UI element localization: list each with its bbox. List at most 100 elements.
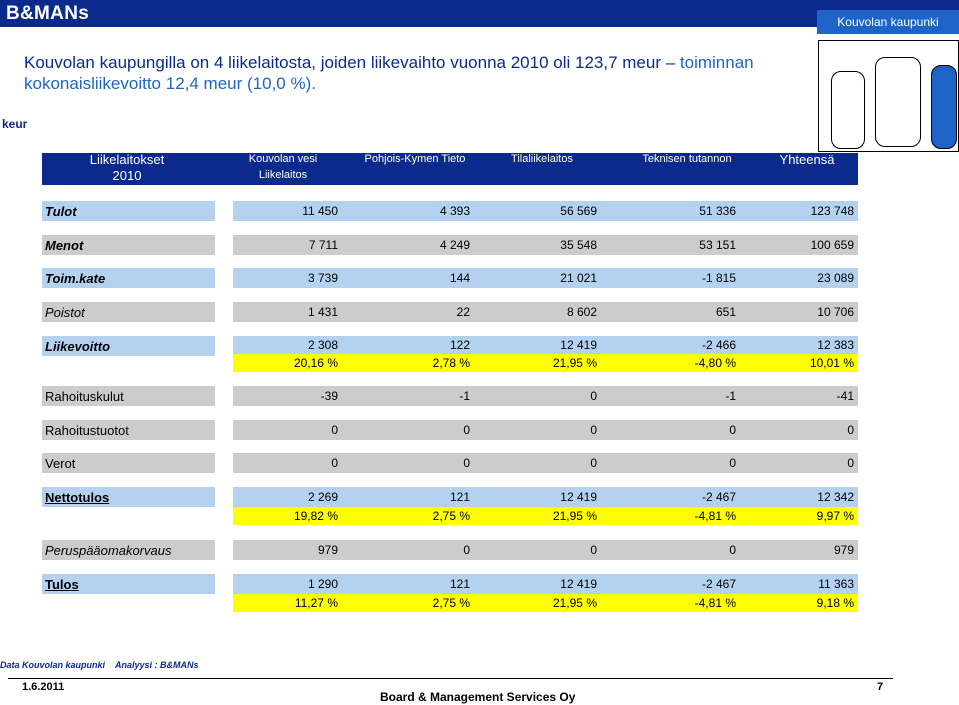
table-cell: 3 739 — [307, 271, 338, 285]
table-cell: 121 — [449, 577, 470, 591]
table-cell: 12 419 — [560, 490, 597, 504]
row-label: Verot — [45, 456, 76, 471]
header-label-title: Liikelaitokset — [89, 152, 165, 167]
row-label: Toim.kate — [45, 271, 106, 286]
header-col-1-sub: Liikelaitos — [258, 169, 308, 181]
table-cell: -41 — [836, 389, 854, 403]
footer-source: Data Kouvolan kaupunki Analyysi : B&MANs — [0, 660, 199, 670]
table-cell: 0 — [590, 389, 597, 403]
percent-cell: -4,80 % — [694, 356, 736, 370]
percent-cell: 2,75 % — [432, 596, 470, 610]
footer-divider — [8, 678, 893, 679]
table-cell: 0 — [847, 423, 854, 437]
table-cell: 7 711 — [308, 238, 338, 252]
table-cell: 51 336 — [699, 204, 736, 218]
table-cell: 0 — [729, 543, 736, 557]
headline-part2: toiminnan kokonaisliikevoitto 12,4 meur … — [24, 53, 754, 93]
footer-analysis: Analyysi : B&MANs — [115, 660, 199, 670]
table-cell: 1 431 — [307, 305, 338, 319]
percent-cell: 9,18 % — [816, 596, 854, 610]
city-badge: Kouvolan kaupunki — [817, 10, 959, 34]
logo-pill-left — [831, 71, 865, 149]
table-cell: 12 419 — [560, 338, 597, 352]
percent-cell: 20,16 % — [293, 356, 338, 370]
table-cell: 11 450 — [302, 204, 338, 218]
page-number: 7 — [877, 681, 884, 693]
header-col-1: Kouvolan vesi — [248, 153, 318, 165]
table-cell: 979 — [317, 543, 338, 557]
row-label: Poistot — [45, 305, 85, 320]
brand-logo-text: B&MANs — [6, 3, 90, 24]
headline-part1: Kouvolan kaupungilla on 4 liikelaitosta,… — [24, 53, 680, 72]
table-cell: -1 815 — [701, 271, 736, 285]
table-cell: 56 569 — [560, 204, 597, 218]
percent-cell: 21,95 % — [552, 596, 597, 610]
percent-cell: 21,95 % — [552, 509, 597, 523]
table-cell: -2 467 — [701, 490, 736, 504]
row-label: Peruspääomakorvaus — [45, 543, 172, 558]
unit-label: keur — [2, 117, 28, 131]
table-cell: 123 748 — [810, 204, 854, 218]
percent-cell: -4,81 % — [694, 596, 736, 610]
table-cell: 10 706 — [817, 305, 854, 319]
percent-cell: 2,75 % — [432, 509, 470, 523]
percent-cell: 2,78 % — [432, 356, 470, 370]
table-cell: 144 — [449, 271, 470, 285]
table-cell: 2 269 — [307, 490, 338, 504]
header-col-2: Pohjois-Kymen Tieto — [364, 153, 466, 165]
table-cell: 0 — [463, 456, 470, 470]
table-cell: 0 — [729, 423, 736, 437]
footer-company: Board & Management Services Oy — [380, 690, 576, 704]
percent-cell: 19,82 % — [293, 509, 338, 523]
table-cell: 0 — [590, 423, 597, 437]
table-cell: 35 548 — [560, 238, 597, 252]
table-cell: 0 — [463, 543, 470, 557]
row-label: Rahoituskulut — [45, 389, 124, 404]
header-label-year: 2010 — [112, 168, 142, 183]
row-label: Rahoitustuotot — [45, 423, 129, 438]
table-cell: 4 249 — [439, 238, 470, 252]
table-cell: -1 — [459, 389, 470, 403]
table-cell: 4 393 — [439, 204, 470, 218]
table-cell: 121 — [449, 490, 470, 504]
table-cell: 0 — [590, 543, 597, 557]
table-cell: 53 151 — [699, 238, 736, 252]
table-cell: 122 — [449, 338, 470, 352]
footer-data-source: Data Kouvolan kaupunki — [0, 660, 106, 670]
headline: Kouvolan kaupungilla on 4 liikelaitosta,… — [24, 52, 814, 94]
table-header: Liikelaitokset 2010 Kouvolan vesi Liikel… — [42, 152, 858, 185]
table-cell: 12 419 — [560, 577, 597, 591]
table-cell: 0 — [847, 456, 854, 470]
table-cell: 979 — [833, 543, 854, 557]
table-cell: -39 — [320, 389, 338, 403]
header-col-5: Yhteensä — [779, 152, 835, 167]
percent-cell: 9,97 % — [816, 509, 854, 523]
table-cell: 0 — [729, 456, 736, 470]
table-cell: 23 089 — [817, 271, 854, 285]
table-cell: -1 — [725, 389, 736, 403]
table-cell: 0 — [331, 423, 338, 437]
table-cell: 0 — [331, 456, 338, 470]
percent-cell: 21,95 % — [552, 356, 597, 370]
row-label: Nettotulos — [45, 490, 110, 505]
percent-cell: 11,27 % — [294, 596, 338, 610]
header-col-4: Teknisen tutannon — [642, 153, 732, 165]
table-cell: 0 — [463, 423, 470, 437]
row-label: Tulot — [45, 204, 77, 219]
percent-cell: -4,81 % — [694, 509, 736, 523]
header-col-3: Tilaliikelaitos — [511, 153, 573, 165]
logo-pill-right — [931, 65, 957, 149]
percent-cell: 10,01 % — [809, 356, 854, 370]
table-cell: 100 659 — [810, 238, 854, 252]
table-cell: 11 363 — [818, 577, 854, 591]
table-cell: 12 342 — [817, 490, 854, 504]
table-cell: 651 — [715, 305, 736, 319]
table-cell: -2 466 — [701, 338, 736, 352]
table-cell: 0 — [590, 456, 597, 470]
row-label: Liikevoitto — [45, 339, 111, 354]
table-cell: -2 467 — [701, 577, 736, 591]
logo-graphic — [818, 40, 959, 152]
table-cell: 22 — [456, 305, 470, 319]
row-label: Menot — [45, 238, 84, 253]
logo-pill-middle — [875, 57, 921, 147]
